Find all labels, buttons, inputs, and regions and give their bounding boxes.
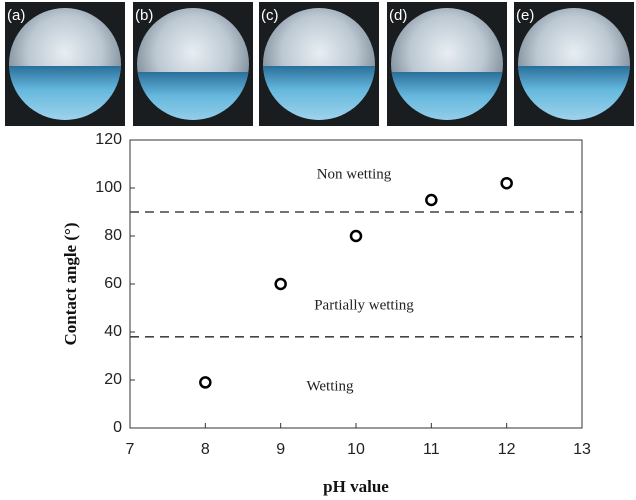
panel-label: (d) [389,7,407,24]
data-point [502,178,512,188]
figure: (a) (b) (c) (d) (e) 0 20 40 60 80 100 120 7 8 9 10 11 12… [0,0,636,500]
plot-frame [130,140,582,428]
x-tick-label: 8 [201,441,210,458]
y-axis-title: Contact angle (°) [61,223,80,346]
y-tick-label: 100 [95,179,122,196]
y-tick-label: 40 [104,323,122,340]
y-tick-label: 80 [104,227,122,244]
y-tick-label: 0 [113,419,122,436]
photo: (d) [387,2,507,132]
data-point [426,195,436,205]
annotation: Non wetting [317,166,392,182]
data-point [351,231,361,241]
photo: (c) [259,2,379,126]
y-tick-label: 60 [104,275,122,292]
photo: (b) [133,2,253,132]
panel-label: (b) [135,7,153,24]
y-tick-label: 120 [95,131,122,148]
x-tick-label: 7 [126,441,135,458]
x-tick-label: 10 [347,441,365,458]
y-tick-label: 20 [104,371,122,388]
data-point [200,377,210,387]
photo: (e) [514,2,634,126]
panel-label: (e) [516,7,534,24]
panel-label: (a) [7,7,25,24]
data-point [276,279,286,289]
panel-label: (c) [261,7,279,24]
photo-panels: (a) (b) (c) (d) (e) [5,2,634,132]
x-tick-label: 12 [498,441,516,458]
x-tick-label: 13 [573,441,591,458]
x-tick-label: 11 [423,441,440,458]
annotation: Partially wetting [314,297,414,313]
photo: (a) [5,2,125,126]
x-tick-label: 9 [276,441,285,458]
x-axis-title: pH value [323,477,389,496]
annotation: Wetting [306,378,354,394]
chart: 0 20 40 60 80 100 120 7 8 9 10 11 12 13 Non wetting Par… [61,131,591,496]
